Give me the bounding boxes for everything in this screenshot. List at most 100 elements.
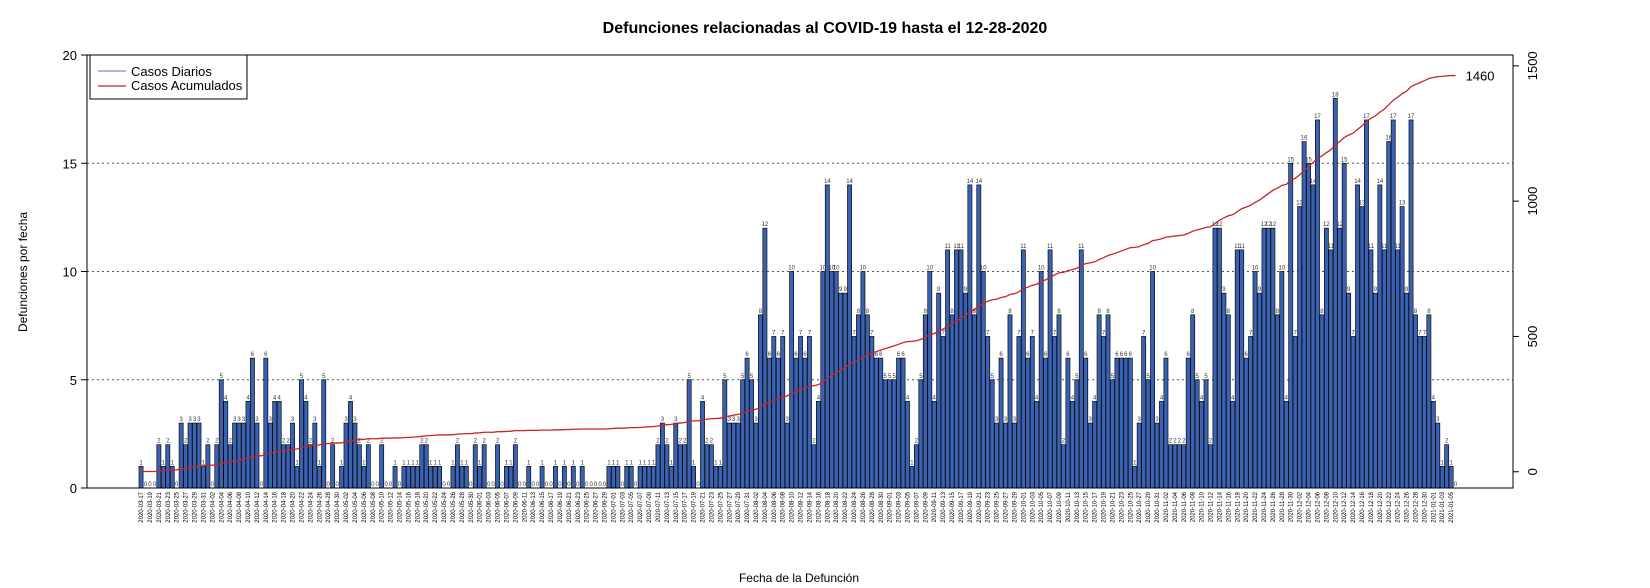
bar: [1016, 336, 1022, 489]
x-tick-label: 2020-04-18: [282, 491, 288, 522]
bar-value-label: 7: [1142, 330, 1146, 336]
bar-value-label: 12: [1216, 222, 1223, 228]
bar: [731, 422, 737, 489]
x-tick-label: 2020-07-17: [683, 491, 689, 522]
bar: [900, 357, 906, 489]
x-axis: 2020-03-17 2020-03-19 2020-03-21 2020-03-23…: [139, 491, 1455, 522]
bar-value-label: 3: [188, 417, 192, 423]
bar-value-label: 4: [1035, 395, 1039, 401]
bar-value-label: 1: [340, 460, 344, 466]
bar: [1381, 249, 1387, 489]
bar-value-label: 1: [1133, 460, 1137, 466]
bar-value-label: 1: [581, 460, 585, 466]
bar-value-label: 3: [732, 417, 736, 423]
bar-value-label: 7: [1423, 330, 1427, 336]
bar-value-label: 0: [487, 482, 491, 488]
bar: [700, 401, 705, 489]
bar: [1306, 162, 1311, 489]
bar-value-label: 1: [554, 460, 558, 466]
bar: [1270, 227, 1276, 489]
bar-value-label: 9: [1347, 287, 1351, 293]
bar-value-label: 1: [612, 460, 616, 466]
x-tick-label: 2020-07-07: [638, 491, 644, 522]
bar: [579, 466, 585, 489]
bar: [1404, 292, 1409, 489]
bar-value-label: 9: [1222, 287, 1226, 293]
x-tick-label: 2020-10-13: [1075, 491, 1081, 522]
y2-tick-label: 1000: [1525, 187, 1540, 216]
bar: [1101, 336, 1106, 489]
bar: [628, 466, 634, 489]
x-tick-label: 2020-10-27: [1137, 491, 1143, 522]
bar-value-label: 5: [322, 374, 326, 380]
bar: [307, 444, 313, 489]
x-tick-label: 2020-09-11: [932, 491, 938, 522]
bar-value-label: 9: [1374, 287, 1378, 293]
bar: [1390, 119, 1396, 489]
bar: [392, 466, 398, 489]
bar-value-label: 18: [1332, 92, 1339, 98]
bar: [744, 357, 750, 489]
x-tick-label: 2020-09-15: [950, 491, 956, 522]
bar-value-label: 10: [860, 266, 867, 272]
bar-value-label: 3: [1089, 417, 1093, 423]
x-tick-label: 2020-03-31: [201, 491, 207, 522]
bar-value-label: 2: [496, 439, 500, 445]
bar: [236, 422, 242, 489]
x-tick-label: 2020-11-24: [1262, 491, 1268, 522]
bar-value-label: 0: [260, 482, 264, 488]
bar-value-label: 10: [1252, 266, 1259, 272]
x-tick-label: 2020-09-07: [914, 491, 920, 522]
x-tick-label: 2020-06-05: [496, 491, 502, 522]
bar: [1123, 357, 1129, 489]
bar: [824, 184, 830, 489]
x-tick-label: 2020-05-28: [460, 491, 466, 522]
bar-value-label: 1: [202, 460, 206, 466]
bar-value-label: 17: [1363, 114, 1370, 120]
bar-value-label: 3: [233, 417, 237, 423]
bar-value-label: 4: [224, 395, 228, 401]
bar-value-label: 4: [1285, 395, 1289, 401]
bar-value-label: 10: [828, 266, 835, 272]
x-tick-label: 2020-12-02: [1298, 491, 1304, 522]
x-tick-label: 2020-05-24: [442, 491, 448, 522]
x-tick-label: 2020-12-14: [1351, 491, 1357, 522]
bar: [878, 357, 884, 489]
bar-value-label: 8: [1008, 309, 1012, 315]
bar: [1199, 401, 1205, 489]
bar-value-label: 10: [980, 266, 987, 272]
x-tick-label: 2020-05-02: [344, 491, 350, 522]
y2-tick-label: 1500: [1525, 51, 1540, 80]
bar-value-label: 2: [679, 439, 683, 445]
bar: [205, 444, 211, 489]
bar-value-label: 3: [754, 417, 758, 423]
bar: [1386, 141, 1392, 489]
x-tick-label: 2020-04-10: [246, 491, 252, 522]
x-tick-label: 2020-06-29: [602, 491, 608, 522]
bar-value-label: 0: [335, 482, 339, 488]
bar-value-label: 7: [986, 330, 990, 336]
bar-value-label: 8: [924, 309, 928, 315]
bar-value-label: 8: [1427, 309, 1431, 315]
bar-value-label: 0: [598, 482, 602, 488]
bar-value-label: 7: [1351, 330, 1355, 336]
bar: [481, 444, 487, 489]
bar: [1283, 401, 1289, 489]
bar: [1096, 314, 1102, 489]
bar-value-label: 12: [1270, 222, 1277, 228]
x-tick-label: 2020-05-06: [362, 491, 368, 522]
bar-value-label: 3: [344, 417, 348, 423]
bar: [615, 466, 621, 489]
bar-value-label: 2: [1182, 439, 1186, 445]
x-tick-label: 2020-07-15: [674, 491, 680, 522]
bar: [339, 466, 344, 489]
bar-value-label: 6: [875, 352, 879, 358]
bar: [1430, 401, 1436, 489]
bar-value-label: 6: [1120, 352, 1124, 358]
bar-value-label: 4: [906, 395, 910, 401]
bar-value-label: 8: [866, 309, 870, 315]
bar-value-label: 3: [1155, 417, 1159, 423]
bar: [847, 184, 852, 489]
x-tick-label: 2020-12-12: [1342, 491, 1348, 522]
bar-value-label: 8: [1097, 309, 1101, 315]
